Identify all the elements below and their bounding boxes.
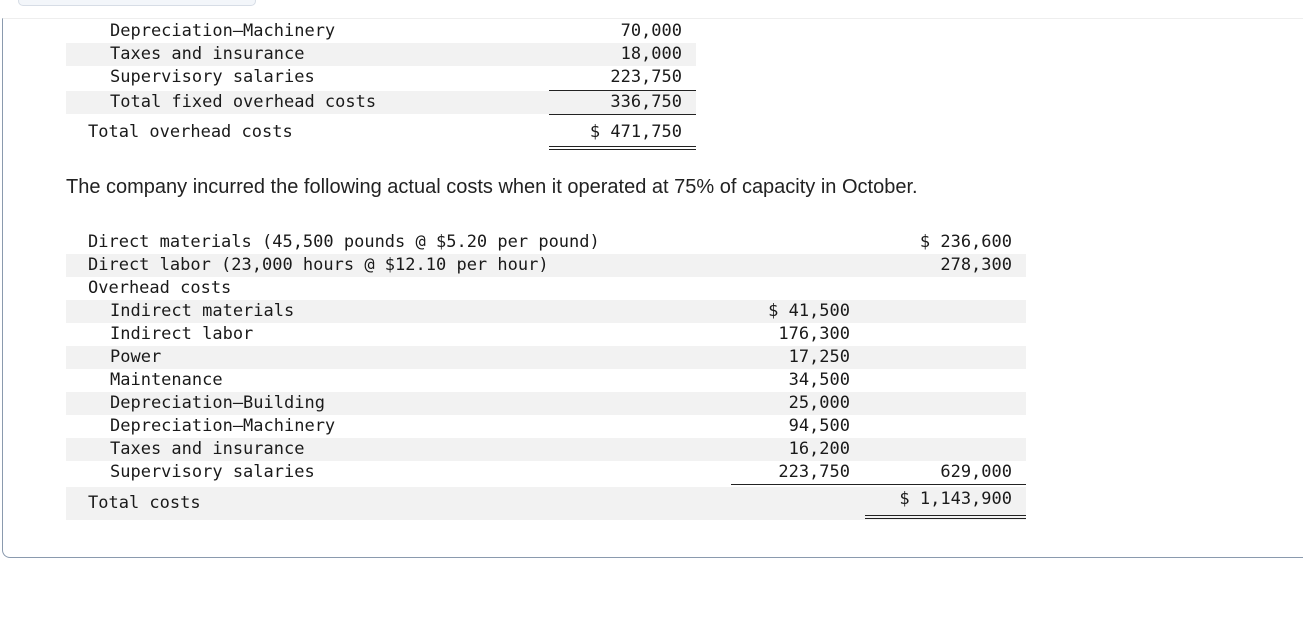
row-value: $ 236,600 xyxy=(919,232,1012,252)
subtotal-rule xyxy=(549,90,696,91)
section-heading: Overhead costs xyxy=(66,277,1026,300)
row-value: 34,500 xyxy=(788,370,850,390)
table-row: Supervisory salaries 223,750 629,000 xyxy=(66,461,1026,484)
subtotal-rule xyxy=(865,484,1026,485)
table-row: Indirect labor 176,300 xyxy=(66,323,1026,346)
row-value: 278,300 xyxy=(940,255,1012,275)
table-row: Supervisory salaries 223,750 xyxy=(66,66,696,89)
row-label: Supervisory salaries xyxy=(110,462,315,482)
table-row: Taxes and insurance 16,200 xyxy=(66,438,1026,461)
table-row: Direct materials (45,500 pounds @ $5.20 … xyxy=(66,231,1026,254)
row-label: Power xyxy=(110,347,162,367)
intro-text: The company incurred the following actua… xyxy=(66,176,918,198)
row-value: 16,200 xyxy=(788,439,850,459)
row-value: 18,000 xyxy=(620,44,682,64)
row-label: Supervisory salaries xyxy=(110,67,315,87)
table-row: Indirect materials $ 41,500 xyxy=(66,300,1026,323)
content-card xyxy=(2,18,1303,558)
table-row: Direct labor (23,000 hours @ $12.10 per … xyxy=(66,254,1026,277)
row-value: 70,000 xyxy=(620,21,682,41)
row-value: 17,250 xyxy=(788,347,850,367)
total-row: Total overhead costs $ 471,750 xyxy=(66,121,696,144)
total-label: Total overhead costs xyxy=(88,122,293,142)
subtotal-rule xyxy=(549,114,696,115)
table-row: Maintenance 34,500 xyxy=(66,369,1026,392)
row-label: Depreciation—Machinery xyxy=(110,416,336,436)
row-label: Direct labor (23,000 hours @ $12.10 per … xyxy=(88,255,549,275)
row-label: Direct materials (45,500 pounds @ $5.20 … xyxy=(88,232,600,252)
row-label: Taxes and insurance xyxy=(110,439,305,459)
table-row: Depreciation—Machinery 94,500 xyxy=(66,415,1026,438)
row-value: 336,750 xyxy=(610,92,682,112)
header-tab xyxy=(18,0,256,6)
row-label: Depreciation—Machinery xyxy=(110,21,336,41)
table-row: Power 17,250 xyxy=(66,346,1026,369)
subtotal-rule xyxy=(731,484,865,485)
row-label: Indirect labor xyxy=(110,324,254,344)
row-value: 176,300 xyxy=(778,324,850,344)
total-label: Total costs xyxy=(88,493,201,513)
row-label: Indirect materials xyxy=(110,301,295,321)
row-label: Depreciation—Building xyxy=(110,393,325,413)
total-double-rule xyxy=(549,146,696,150)
total-value: $ 471,750 xyxy=(589,122,682,142)
row-value: 223,750 xyxy=(778,462,850,482)
row-value: 25,000 xyxy=(788,393,850,413)
overhead-total-value: 629,000 xyxy=(940,462,1012,482)
table-row: Depreciation—Machinery 70,000 xyxy=(66,20,696,43)
total-row: Total costs $ 1,143,900 xyxy=(66,487,1026,520)
row-label: Total fixed overhead costs xyxy=(110,92,377,112)
table-row: Total fixed overhead costs 336,750 xyxy=(66,91,696,114)
row-value: 94,500 xyxy=(788,416,850,436)
total-double-rule xyxy=(865,515,1026,519)
row-value: 223,750 xyxy=(610,67,682,87)
row-label: Maintenance xyxy=(110,370,223,390)
row-value: $ 41,500 xyxy=(768,301,850,321)
table-row: Depreciation—Building 25,000 xyxy=(66,392,1026,415)
row-label: Overhead costs xyxy=(88,278,232,298)
total-value: $ 1,143,900 xyxy=(899,489,1012,509)
row-label: Taxes and insurance xyxy=(110,44,305,64)
table-row: Taxes and insurance 18,000 xyxy=(66,43,696,66)
